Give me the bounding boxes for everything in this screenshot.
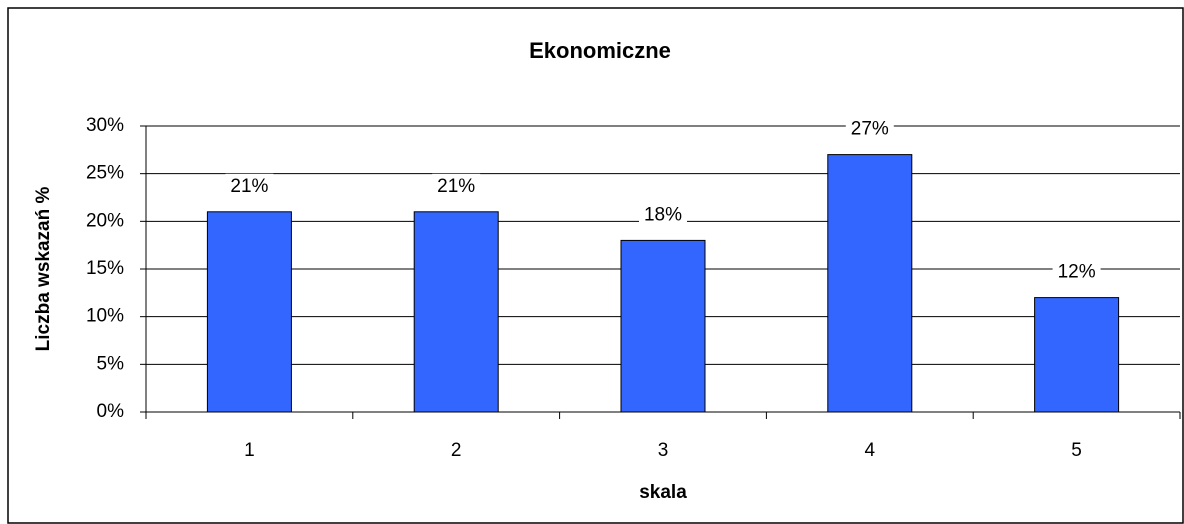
bar — [1034, 297, 1120, 413]
y-tick-label: 0% — [97, 401, 125, 422]
x-tick-label: 3 — [658, 440, 669, 461]
bar — [620, 239, 706, 413]
x-axis-label: skala — [639, 482, 687, 503]
value-label: 21% — [230, 176, 268, 197]
value-label-bg — [432, 173, 481, 198]
value-label-bg — [1052, 259, 1101, 284]
value-label: 12% — [1058, 262, 1096, 283]
y-tick-label: 30% — [86, 115, 124, 136]
bar — [206, 211, 292, 413]
x-tick-label: 1 — [244, 440, 255, 461]
y-tick-label: 5% — [97, 353, 125, 374]
chart-border — [7, 7, 1184, 524]
y-tick-label: 20% — [86, 210, 124, 231]
value-label-bg — [639, 202, 687, 227]
y-tick-label: 15% — [86, 258, 124, 279]
value-label-bg — [845, 116, 894, 141]
bar — [827, 154, 913, 413]
x-tick-label: 2 — [451, 440, 462, 461]
value-label: 21% — [437, 176, 475, 197]
value-label: 27% — [851, 119, 889, 140]
x-tick-label: 4 — [865, 440, 876, 461]
bar — [413, 211, 499, 413]
y-axis-label: Liczba wskazań % — [33, 187, 54, 352]
y-tick-label: 10% — [86, 306, 124, 327]
y-tick-label: 25% — [86, 163, 124, 184]
chart-title: Ekonomiczne — [529, 38, 671, 63]
value-label: 18% — [644, 204, 682, 225]
x-tick-label: 5 — [1071, 440, 1082, 461]
value-label-bg — [225, 173, 274, 198]
